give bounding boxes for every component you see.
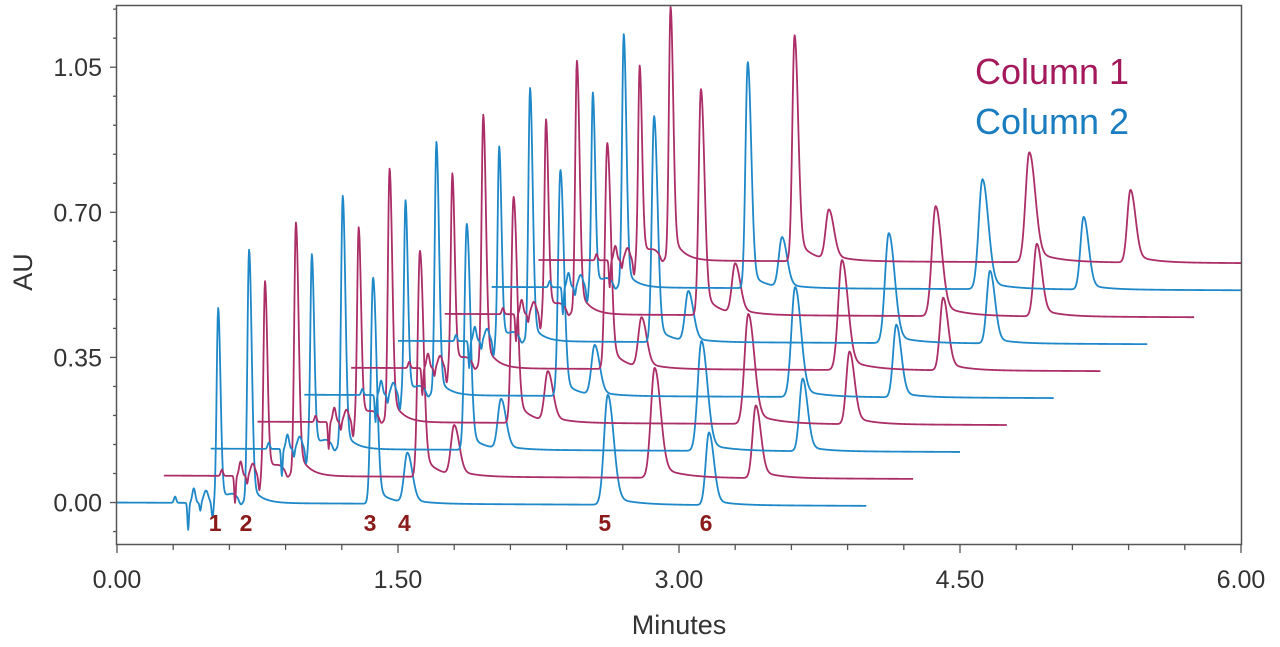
x-tick-label: 6.00 [1217,566,1266,594]
trace-column-1-8 [444,59,1195,343]
x-tick-label: 4.50 [936,566,985,594]
peak-label-4: 4 [398,510,411,536]
axes-layer: 0.00 1.50 3.00 4.50 6.00 0.00 0.35 0.70 1.05 [53,8,1266,594]
peak-label-3: 3 [364,510,377,536]
peak-label-6: 6 [700,510,713,536]
traces-layer [116,5,1242,531]
legend: Column 1 Column 2 [975,51,1129,142]
trace-column-2-1 [116,248,867,531]
y-tick-label: 1.05 [53,54,102,82]
trace-column-1-6 [350,113,1101,396]
x-axis-title: Minutes [632,610,727,640]
peak-label-5: 5 [598,510,611,536]
y-tick-label: 0.35 [53,344,102,372]
legend-entry-column-1: Column 1 [975,51,1129,92]
peak-label-2: 2 [240,510,253,536]
legend-entry-column-2: Column 2 [975,101,1129,142]
trace-column-1-2 [163,221,914,504]
trace-column-2-3 [210,194,961,477]
y-tick-label: 0.70 [53,199,102,227]
trace-column-2-5 [303,140,1055,423]
trace-column-1-10 [538,5,1242,289]
x-tick-label: 3.00 [655,566,704,594]
trace-column-1-4 [257,167,1008,450]
y-axis-title: AU [8,253,38,291]
trace-column-2-7 [397,87,1148,369]
y-tick-label: 0.00 [53,490,102,518]
trace-column-2-9 [491,33,1242,316]
x-tick-label: 1.50 [374,566,423,594]
x-tick-label: 0.00 [93,566,142,594]
peak-label-1: 1 [209,510,222,536]
